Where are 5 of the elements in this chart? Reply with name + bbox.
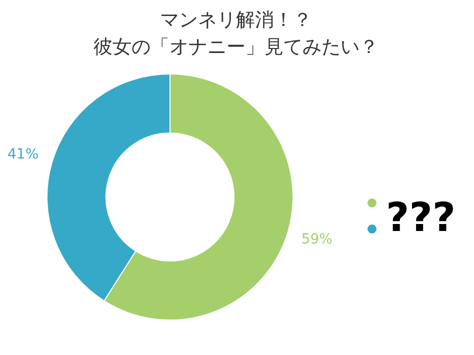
- chart-subtitle: 彼女の「オナニー」見てみたい？: [94, 36, 378, 58]
- text: ???: [386, 195, 456, 241]
- data-label: 41%: [8, 146, 39, 162]
- chart-title: マンネリ解消！？: [160, 9, 312, 31]
- data-label: 59%: [301, 232, 332, 248]
